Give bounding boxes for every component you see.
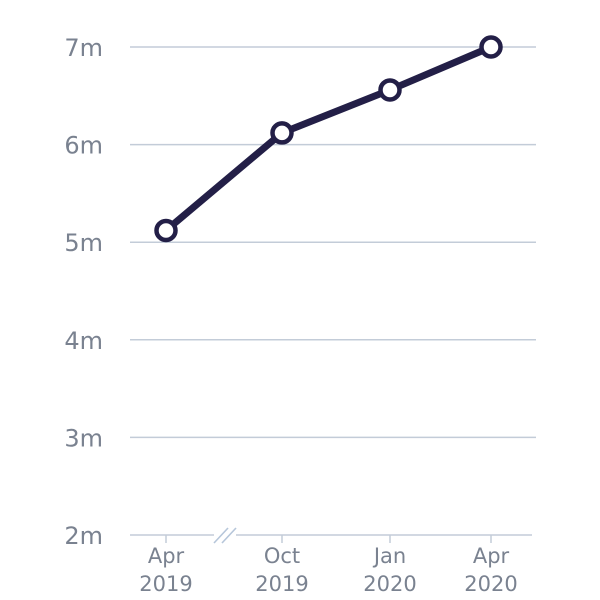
gridlines <box>130 46 536 536</box>
x-tick-label-year: 2019 <box>139 572 192 596</box>
x-tick-label-month: Apr <box>473 544 510 568</box>
series <box>154 35 503 243</box>
data-point[interactable] <box>378 78 402 102</box>
axis-break-mark <box>221 527 237 544</box>
y-tick-label: 3m <box>64 424 103 452</box>
y-tick-label: 4m <box>64 327 103 355</box>
x-tick-label-year: 2020 <box>363 572 416 596</box>
y-tick-label: 7m <box>64 34 103 62</box>
y-tick-label: 2m <box>64 522 103 550</box>
series-line <box>162 43 495 234</box>
y-axis-tick-labels: 2m 3m 4m 5m 6m 7m <box>64 34 103 550</box>
x-tick-label-month: Oct <box>264 544 300 568</box>
y-tick-label: 5m <box>64 229 103 257</box>
x-tick-label-month: Jan <box>372 544 406 568</box>
data-point[interactable] <box>270 121 294 145</box>
axis-break-mark <box>213 527 229 544</box>
x-axis: Apr 2019 Oct 2019 Jan 2020 Apr 2020 <box>139 527 518 596</box>
x-tick-label-year: 2020 <box>464 572 517 596</box>
data-point[interactable] <box>154 218 178 243</box>
x-tick-label-month: Apr <box>148 544 185 568</box>
y-tick-label: 6m <box>64 132 103 160</box>
x-tick-label-year: 2019 <box>255 572 308 596</box>
data-point[interactable] <box>479 35 503 59</box>
